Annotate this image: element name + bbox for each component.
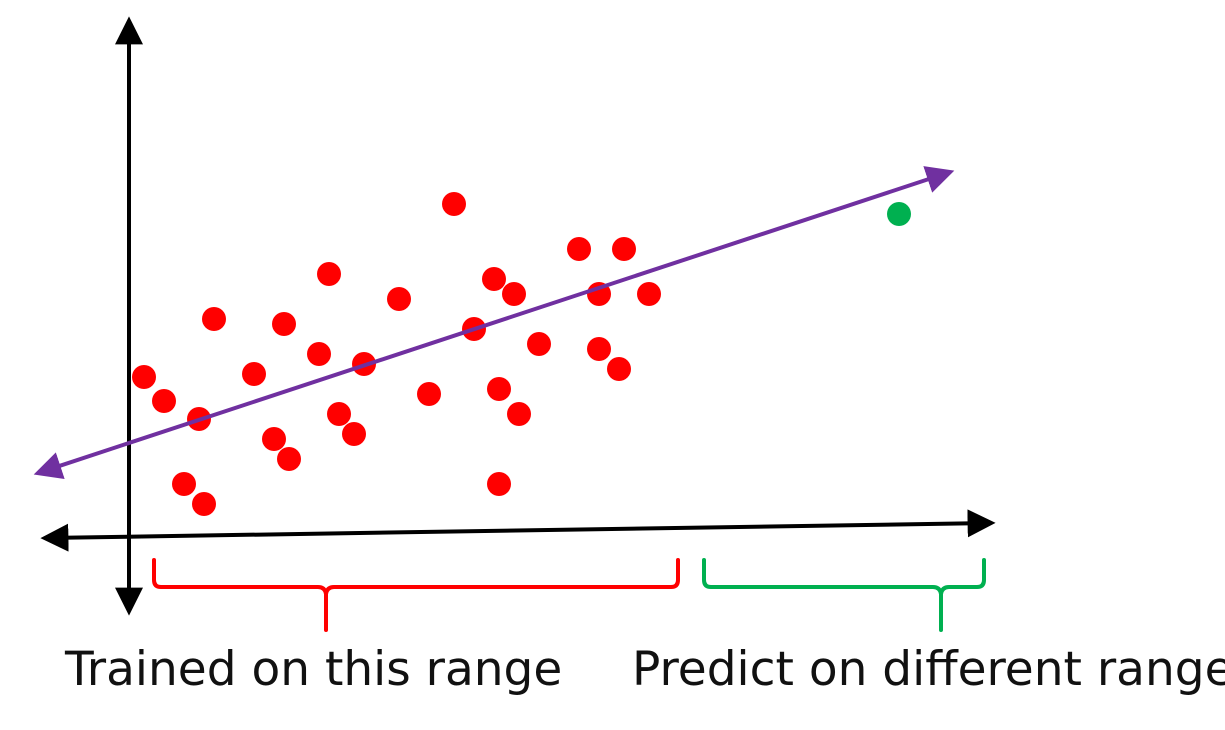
training-range-bracket bbox=[152, 558, 680, 632]
training-point bbox=[262, 427, 286, 451]
training-point bbox=[482, 267, 506, 291]
training-point bbox=[637, 282, 661, 306]
training-point bbox=[607, 357, 631, 381]
training-point bbox=[307, 342, 331, 366]
training-point bbox=[272, 312, 296, 336]
training-point bbox=[242, 362, 266, 386]
training-point bbox=[172, 472, 196, 496]
training-point bbox=[587, 337, 611, 361]
prediction-point bbox=[887, 202, 911, 226]
training-point bbox=[342, 422, 366, 446]
training-point bbox=[152, 389, 176, 413]
training-point bbox=[277, 447, 301, 471]
training-point bbox=[487, 472, 511, 496]
training-point bbox=[387, 287, 411, 311]
prediction-range-bracket bbox=[702, 558, 986, 632]
training-point bbox=[567, 237, 591, 261]
training-point bbox=[502, 282, 526, 306]
x-axis bbox=[40, 509, 996, 552]
training-point bbox=[507, 402, 531, 426]
regression-line bbox=[33, 166, 955, 479]
training-point bbox=[192, 492, 216, 516]
training-range-label: Trained on this range bbox=[65, 642, 563, 697]
training-point bbox=[527, 332, 551, 356]
prediction-range-label: Predict on different range bbox=[632, 642, 1225, 697]
training-point bbox=[202, 307, 226, 331]
training-point bbox=[132, 365, 156, 389]
training-point bbox=[317, 262, 341, 286]
training-point bbox=[442, 192, 466, 216]
training-point bbox=[417, 382, 441, 406]
training-point bbox=[327, 402, 351, 426]
training-point bbox=[612, 237, 636, 261]
training-point bbox=[487, 377, 511, 401]
